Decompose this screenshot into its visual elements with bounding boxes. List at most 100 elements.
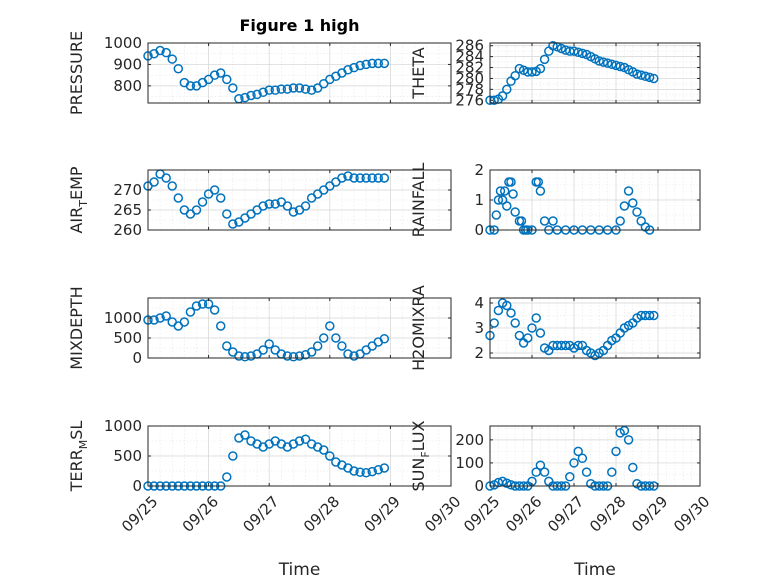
data-point (548, 40, 558, 51)
y-tick-label: 2 (474, 344, 484, 362)
y-tick-label: 200 (455, 431, 484, 449)
data-point (161, 311, 171, 321)
data-point (577, 453, 588, 464)
data-point (331, 333, 341, 343)
data-point (577, 48, 588, 59)
subplot-h2omixra: 2 3 4 H2OMIXRA (409, 285, 701, 371)
data-point (185, 307, 196, 317)
axes-frame (489, 425, 701, 487)
y-tick-label: 278 (455, 80, 484, 98)
data-point (598, 57, 609, 67)
y-axis-label: RAINFALL (409, 163, 428, 238)
data-point (508, 189, 518, 199)
data-point (502, 300, 512, 311)
y-axis-label: PRESSURE (67, 31, 86, 115)
data-point (264, 85, 274, 95)
y-tick-label: 1000 (104, 417, 142, 435)
data-point (337, 341, 347, 351)
data-point (228, 219, 238, 229)
data-point (325, 451, 335, 461)
y-tick-label: 0 (474, 477, 484, 495)
data-point (252, 89, 262, 100)
x-axis-label: Time (573, 560, 616, 580)
y-tick-label: 4 (474, 294, 484, 312)
x-tick-label: 09/27 (239, 492, 282, 535)
data-point (531, 313, 541, 323)
data-point (300, 84, 311, 94)
data-point (556, 43, 567, 54)
data-point (234, 351, 244, 361)
subplot-mixdepth: 0 500 1000 MIXDEPTH (67, 286, 452, 370)
data-point (264, 199, 274, 209)
data-point (491, 210, 502, 220)
data-point (173, 63, 184, 74)
data-point (312, 83, 323, 93)
data-point (282, 201, 293, 211)
x-tick-label: 09/29 (361, 492, 404, 535)
data-point (615, 216, 625, 226)
data-point (640, 71, 651, 82)
data-point (539, 54, 550, 65)
data-point (619, 425, 630, 436)
data-point (535, 63, 546, 74)
data-point (373, 465, 384, 475)
x-tick-label: 09/28 (586, 492, 629, 535)
y-axis-label: SUNFLUX (409, 420, 432, 491)
y-tick-label: 260 (113, 221, 142, 239)
data-point (349, 173, 359, 183)
y-tick-label: 282 (455, 59, 484, 77)
data-point (510, 207, 520, 217)
data-point (361, 59, 371, 70)
y-tick-label: 1000 (104, 309, 142, 327)
data-point (628, 198, 638, 208)
y-axis-label: THETA (409, 47, 428, 99)
data-point (215, 193, 226, 203)
y-tick-label: 265 (113, 201, 142, 219)
data-point (161, 173, 171, 183)
data-point (379, 173, 390, 183)
data-point (560, 340, 571, 351)
data-point (161, 47, 171, 58)
data-point (632, 207, 642, 217)
data-point (264, 339, 274, 349)
subplot-rainfall: 0 1 2 RAINFALL (409, 161, 701, 239)
data-point (173, 193, 184, 203)
data-point (535, 328, 546, 338)
y-axis-label: TERRMSL (67, 421, 90, 493)
data-point (215, 68, 226, 78)
data-point (506, 308, 516, 318)
data-point (179, 317, 190, 327)
data-point (294, 436, 305, 446)
data-point (222, 209, 232, 219)
x-tick-label: 09/30 (670, 492, 713, 535)
data-point (535, 186, 546, 196)
data-point (506, 177, 516, 187)
data-point (349, 466, 359, 476)
data-point (379, 463, 390, 473)
y-axis-label: H2OMIXRA (409, 285, 428, 371)
figure-title: Figure 1 high (240, 16, 360, 35)
y-tick-label: 1 (474, 191, 484, 209)
y-axis-label: MIXDEPTH (67, 286, 86, 369)
data-point (215, 321, 226, 331)
data-point (300, 201, 311, 211)
axes-frame (147, 169, 452, 231)
data-point (514, 330, 525, 341)
y-tick-label: 900 (113, 55, 142, 73)
data-point (533, 177, 544, 187)
x-tick-label: 09/26 (502, 492, 545, 535)
data-point (258, 201, 268, 211)
data-point (355, 467, 365, 477)
data-point (228, 451, 238, 461)
data-point (294, 83, 305, 93)
axes-background (147, 42, 452, 104)
data-point (644, 310, 655, 321)
data-point (185, 81, 196, 91)
data-point (367, 173, 377, 183)
data-point (527, 323, 537, 333)
data-point (539, 467, 550, 477)
y-tick-label: 0 (474, 221, 484, 239)
data-point (569, 458, 579, 468)
data-point (565, 472, 575, 482)
